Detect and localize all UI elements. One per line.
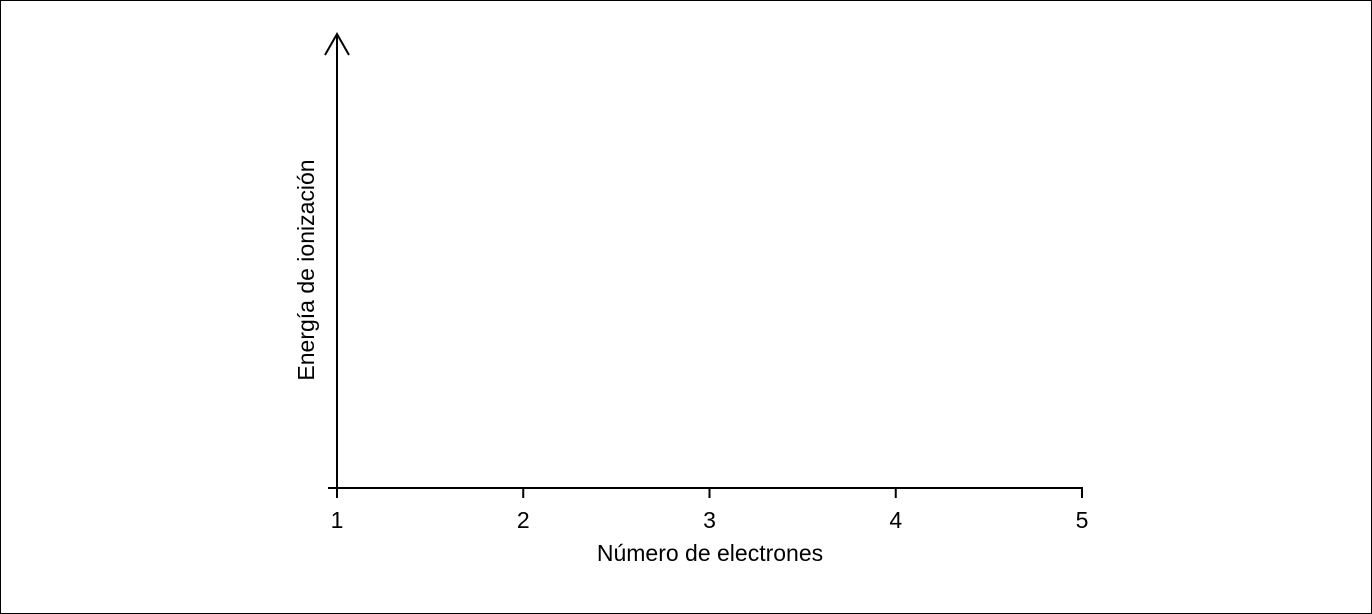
axes bbox=[324, 31, 1083, 489]
x-tick-label: 5 bbox=[1076, 507, 1089, 533]
x-axis-label: Número de electrones bbox=[597, 540, 823, 566]
x-tick-label: 1 bbox=[331, 507, 344, 533]
x-ticks: 1 2 3 4 5 bbox=[331, 488, 1089, 533]
y-axis-label: Energía de ionización bbox=[293, 159, 319, 380]
x-tick-label: 3 bbox=[703, 507, 716, 533]
y-axis-arrowhead bbox=[324, 31, 350, 56]
x-tick-label: 2 bbox=[517, 507, 530, 533]
x-tick-label: 4 bbox=[889, 507, 902, 533]
